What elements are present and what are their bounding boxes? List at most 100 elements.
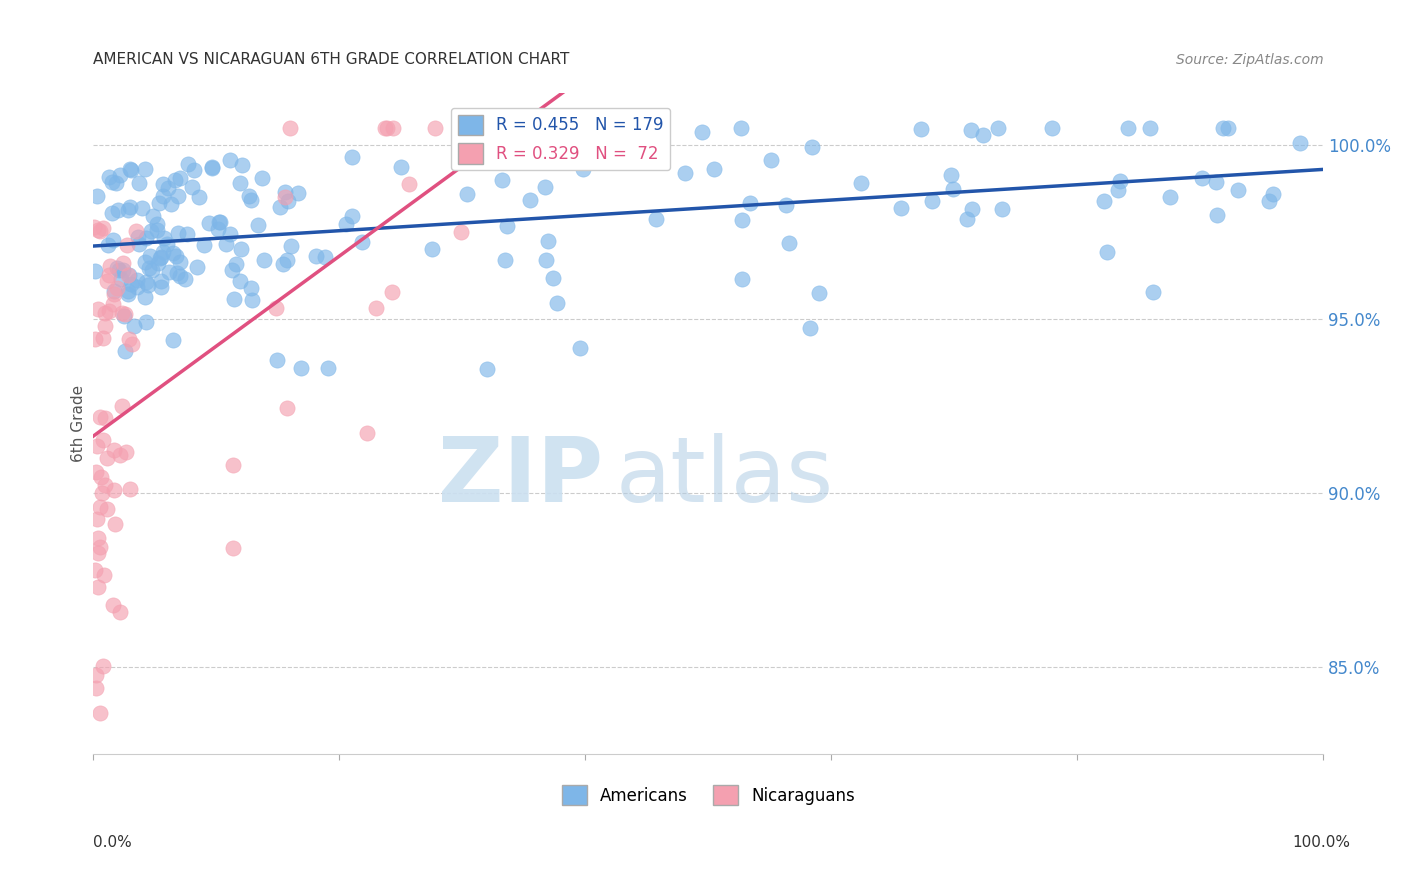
Point (89, 540, 111, 554)
Point (335, 217, 357, 231)
Point (115, 445, 138, 459)
Point (97, 238, 120, 252)
Point (89, 706, 111, 720)
Point (118, 332, 141, 346)
Point (730, 120, 752, 135)
Text: ZIP: ZIP (439, 433, 603, 521)
Point (1107, 183, 1129, 197)
Point (138, 260, 160, 275)
Point (972, 128, 994, 142)
Point (1212, 120, 1234, 135)
Point (117, 285, 139, 299)
Point (215, 237, 238, 252)
Point (219, 227, 242, 242)
Point (193, 238, 215, 252)
Point (97, 170, 120, 185)
Point (1205, 208, 1227, 222)
Point (775, 198, 797, 212)
Point (103, 287, 125, 301)
Point (112, 263, 135, 277)
Point (93, 567, 115, 582)
Point (131, 201, 153, 215)
Point (569, 341, 592, 355)
Point (103, 442, 125, 457)
Point (111, 256, 134, 270)
Point (851, 176, 873, 190)
Point (1159, 190, 1181, 204)
Point (1263, 186, 1285, 201)
Point (165, 173, 187, 187)
Point (110, 606, 132, 620)
Point (83, 219, 105, 234)
Point (278, 120, 301, 135)
Point (264, 301, 287, 316)
Point (93, 221, 115, 235)
Point (96, 274, 118, 288)
Point (125, 224, 148, 238)
Point (420, 242, 443, 256)
Point (461, 137, 484, 152)
Point (86, 531, 108, 545)
Point (114, 344, 136, 359)
Point (111, 305, 134, 319)
Point (87, 546, 110, 560)
Point (103, 483, 125, 498)
Point (240, 193, 263, 207)
Point (165, 249, 187, 263)
Point (731, 212, 754, 227)
Point (128, 236, 150, 251)
Point (1227, 183, 1250, 197)
Point (150, 280, 173, 294)
Point (135, 276, 157, 290)
Point (105, 261, 128, 276)
Point (730, 272, 752, 286)
Point (160, 197, 183, 211)
Point (98, 303, 121, 318)
Point (157, 265, 180, 279)
Point (94, 319, 117, 334)
Point (375, 120, 398, 135)
Point (1042, 120, 1064, 135)
Point (276, 253, 298, 268)
Point (152, 189, 174, 203)
Point (96, 502, 118, 516)
Point (101, 175, 124, 189)
Point (183, 162, 205, 177)
Point (389, 160, 412, 174)
Point (169, 268, 191, 283)
Point (169, 170, 191, 185)
Point (231, 158, 253, 172)
Point (238, 188, 260, 202)
Point (134, 254, 156, 268)
Point (114, 307, 136, 321)
Point (121, 336, 143, 351)
Point (135, 315, 157, 329)
Point (738, 196, 761, 211)
Point (105, 281, 128, 295)
Point (423, 120, 446, 135)
Point (541, 270, 564, 285)
Point (240, 293, 263, 307)
Point (103, 284, 125, 298)
Point (240, 280, 263, 294)
Point (910, 122, 932, 136)
Point (96, 450, 118, 465)
Point (198, 216, 221, 230)
Point (156, 236, 179, 251)
Point (90, 485, 112, 500)
Point (574, 136, 596, 151)
Point (134, 161, 156, 176)
Point (117, 238, 139, 252)
Point (117, 202, 139, 217)
Point (91, 659, 114, 673)
Point (139, 249, 162, 263)
Point (1191, 171, 1213, 186)
Point (87, 301, 110, 316)
Point (494, 252, 516, 267)
Point (149, 251, 172, 265)
Point (269, 200, 291, 214)
Point (120, 201, 142, 215)
Point (94, 478, 117, 492)
Point (135, 231, 157, 245)
Point (87, 223, 110, 237)
